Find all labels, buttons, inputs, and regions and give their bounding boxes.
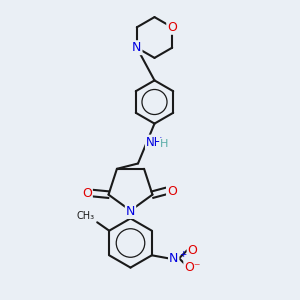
Text: O: O bbox=[167, 184, 177, 197]
Text: +: + bbox=[179, 250, 186, 259]
Text: H: H bbox=[160, 139, 168, 148]
Text: CH₃: CH₃ bbox=[77, 211, 95, 221]
Text: NH: NH bbox=[146, 136, 164, 148]
Text: N: N bbox=[132, 41, 142, 54]
Text: O: O bbox=[188, 244, 197, 257]
Text: O: O bbox=[82, 187, 92, 200]
Text: N: N bbox=[169, 252, 178, 265]
Text: O⁻: O⁻ bbox=[184, 261, 201, 274]
Text: N: N bbox=[126, 205, 135, 218]
Text: O: O bbox=[167, 21, 177, 34]
